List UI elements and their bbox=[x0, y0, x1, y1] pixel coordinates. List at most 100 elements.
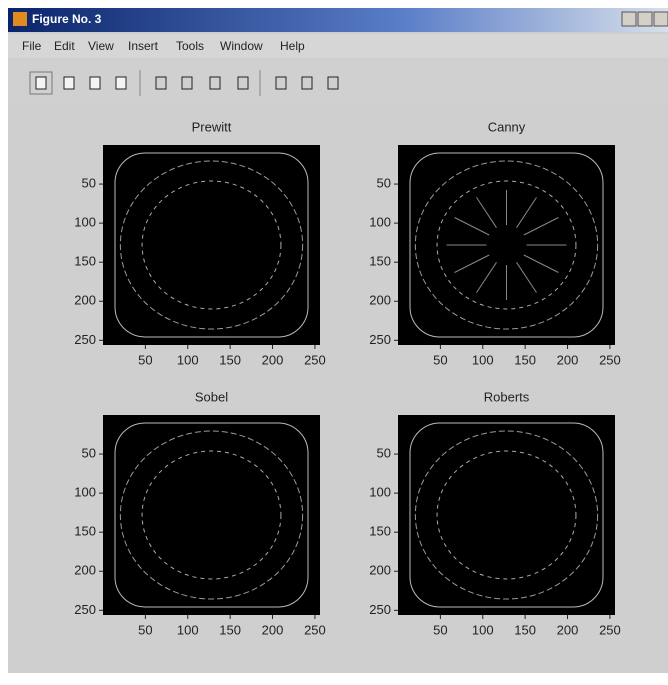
edge-spoke bbox=[476, 262, 497, 293]
button-icon bbox=[275, 76, 287, 90]
x-tick-label: 250 bbox=[304, 352, 326, 367]
x-tick-label: 50 bbox=[138, 622, 152, 637]
title-bar bbox=[8, 8, 668, 32]
edge-outer bbox=[414, 160, 599, 330]
edge-outer bbox=[119, 160, 304, 330]
edge-inner bbox=[141, 180, 282, 310]
menu-item[interactable]: Insert bbox=[128, 39, 159, 53]
edge-outer bbox=[414, 430, 599, 600]
y-tick-label: 200 bbox=[369, 293, 391, 308]
x-tick-label: 50 bbox=[138, 352, 152, 367]
edge-inner bbox=[436, 180, 577, 310]
y-tick-label: 100 bbox=[369, 485, 391, 500]
x-tick-label: 100 bbox=[472, 622, 494, 637]
toolbar-buttons bbox=[29, 70, 344, 96]
y-tick-label: 50 bbox=[82, 446, 96, 461]
y-tick-label: 200 bbox=[369, 563, 391, 578]
y-tick-label: 150 bbox=[74, 524, 96, 539]
edge-spoke bbox=[454, 254, 490, 273]
toolbar-button[interactable] bbox=[110, 72, 132, 94]
y-tick-label: 250 bbox=[74, 602, 96, 617]
subplot: Canny 50 100 150 200 250 50 100 150 200 250 bbox=[369, 119, 620, 367]
y-tick-label: 150 bbox=[369, 524, 391, 539]
button-icon bbox=[155, 76, 167, 90]
y-tick-label: 250 bbox=[369, 332, 391, 347]
x-tick-label: 50 bbox=[433, 622, 447, 637]
edge-inner bbox=[141, 450, 282, 580]
close-button[interactable] bbox=[653, 11, 668, 27]
menu-item[interactable]: Window bbox=[220, 39, 263, 53]
toolbar-button[interactable] bbox=[150, 72, 172, 94]
x-tick-label: 100 bbox=[177, 622, 199, 637]
subplot: Prewitt 50 100 150 200 250 50 100 150 200 250 bbox=[74, 119, 325, 367]
subplot-title: Sobel bbox=[195, 389, 228, 404]
window-title: Figure No. 3 bbox=[32, 12, 102, 26]
y-tick-label: 200 bbox=[74, 563, 96, 578]
button-face bbox=[176, 72, 198, 94]
button-face bbox=[204, 72, 226, 94]
toolbar-button[interactable] bbox=[232, 72, 254, 94]
button-icon bbox=[63, 76, 75, 90]
edge-spoke bbox=[476, 197, 497, 228]
button-face bbox=[296, 72, 318, 94]
edge-inner bbox=[436, 450, 577, 580]
edge-outline bbox=[409, 152, 604, 338]
menu-bar bbox=[8, 34, 668, 58]
edge-image bbox=[103, 415, 320, 615]
menu-item[interactable]: Help bbox=[280, 39, 305, 53]
x-tick-label: 150 bbox=[219, 622, 241, 637]
edge-image bbox=[398, 145, 615, 345]
toolbar-button[interactable] bbox=[29, 71, 53, 95]
minimize-button[interactable] bbox=[621, 11, 637, 27]
menu-item[interactable]: Tools bbox=[176, 39, 204, 53]
x-tick-label: 150 bbox=[514, 622, 536, 637]
edge-outline bbox=[114, 152, 309, 338]
y-tick-label: 100 bbox=[74, 215, 96, 230]
button-icon bbox=[181, 76, 193, 90]
edge-image bbox=[398, 415, 615, 615]
x-tick-label: 150 bbox=[219, 352, 241, 367]
x-tick-label: 250 bbox=[304, 622, 326, 637]
button-icon bbox=[89, 76, 101, 90]
edge-outline bbox=[114, 422, 309, 608]
edge-spoke bbox=[454, 217, 490, 236]
button-icon bbox=[327, 76, 339, 90]
button-icon bbox=[115, 76, 127, 90]
edge-spoke bbox=[516, 262, 537, 293]
button-face bbox=[150, 72, 172, 94]
toolbar-button[interactable] bbox=[296, 72, 318, 94]
x-tick-label: 50 bbox=[433, 352, 447, 367]
x-tick-label: 100 bbox=[472, 352, 494, 367]
button-icon bbox=[35, 76, 47, 90]
toolbar-button[interactable] bbox=[270, 72, 292, 94]
x-tick-label: 200 bbox=[557, 622, 579, 637]
subplot: Sobel 50 100 150 200 250 50 100 150 200 250 bbox=[74, 389, 325, 637]
y-tick-label: 200 bbox=[74, 293, 96, 308]
button-face bbox=[232, 72, 254, 94]
edge-spoke bbox=[516, 197, 537, 228]
edge-spoke bbox=[523, 254, 559, 273]
toolbar-button[interactable] bbox=[204, 72, 226, 94]
menu-item[interactable]: View bbox=[88, 39, 114, 53]
subplot-title: Prewitt bbox=[192, 119, 232, 134]
y-tick-label: 50 bbox=[82, 176, 96, 191]
toolbar-button[interactable] bbox=[84, 72, 106, 94]
button-icon bbox=[209, 76, 221, 90]
menu-item[interactable]: File bbox=[22, 39, 42, 53]
toolbar-button[interactable] bbox=[58, 72, 80, 94]
y-tick-label: 150 bbox=[74, 254, 96, 269]
toolbar-button[interactable] bbox=[176, 72, 198, 94]
edge-outline bbox=[409, 422, 604, 608]
x-tick-label: 250 bbox=[599, 352, 621, 367]
button-face bbox=[322, 72, 344, 94]
subplot: Roberts 50 100 150 200 250 50 100 150 200 250 bbox=[369, 389, 620, 637]
y-tick-label: 150 bbox=[369, 254, 391, 269]
x-tick-label: 150 bbox=[514, 352, 536, 367]
toolbar-button[interactable] bbox=[322, 72, 344, 94]
edge-image bbox=[103, 145, 320, 345]
subplot-title: Roberts bbox=[484, 389, 530, 404]
maximize-button[interactable] bbox=[637, 11, 653, 27]
menu-item[interactable]: Edit bbox=[54, 39, 75, 53]
subplot-title: Canny bbox=[488, 119, 526, 134]
